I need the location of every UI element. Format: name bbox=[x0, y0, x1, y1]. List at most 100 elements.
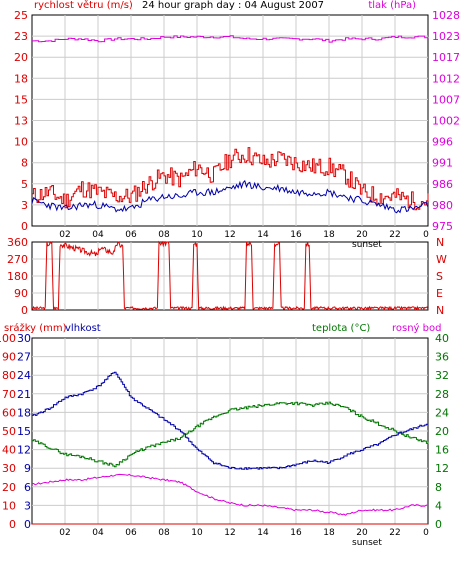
x-tick-label: 0 bbox=[423, 528, 429, 538]
y-tick-label-left: 60 bbox=[2, 406, 16, 419]
x-tick-label: 20 bbox=[356, 230, 368, 240]
y-tick-label-left: 13 bbox=[14, 115, 28, 128]
x-tick-label: 02 bbox=[59, 230, 70, 240]
y-tick-label-right: 1028 bbox=[432, 9, 460, 22]
y-tick-label-left: 15 bbox=[14, 93, 28, 106]
y-tick-label-right: 32 bbox=[435, 369, 449, 382]
y-tick-label-left: 100 bbox=[0, 332, 16, 345]
panel1-series bbox=[31, 35, 429, 214]
dewpoint-axis-label: rosný bod bbox=[392, 322, 441, 334]
y-tick-label-left: 15 bbox=[17, 425, 31, 438]
y-tick-label-left: 40 bbox=[2, 444, 16, 457]
humidity-series-line bbox=[32, 371, 429, 470]
y-tick-label-left: 50 bbox=[2, 425, 16, 438]
dewpoint-series-line bbox=[31, 473, 429, 516]
sunset-label: sunset bbox=[352, 240, 382, 250]
x-tick-label: 12 bbox=[224, 528, 235, 538]
wind-gust-series-line bbox=[32, 147, 429, 211]
y-tick-label-right: 12 bbox=[435, 462, 449, 475]
panel3-series bbox=[31, 371, 429, 525]
sunset-label: sunset bbox=[352, 538, 382, 548]
y-tick-label-left: 20 bbox=[14, 51, 28, 64]
y-tick-label-left: 25 bbox=[14, 9, 28, 22]
x-tick-label: 04 bbox=[92, 230, 104, 240]
x-tick-label: 08 bbox=[158, 528, 170, 538]
y-tick-label-left: 18 bbox=[17, 406, 31, 419]
y-tick-label-left: 12 bbox=[17, 444, 31, 457]
y-tick-label-right: 1017 bbox=[432, 51, 460, 64]
x-tick-label: 06 bbox=[125, 230, 137, 240]
y-tick-label-left: 90 bbox=[14, 287, 28, 300]
y-tick-label-right: 1023 bbox=[432, 30, 460, 43]
x-tick-label: 18 bbox=[323, 528, 335, 538]
y-tick-label-left: 27 bbox=[17, 351, 31, 364]
x-tick-label: 20 bbox=[356, 528, 368, 538]
wind-average-series-line bbox=[31, 179, 429, 214]
y-tick-label-left: 0 bbox=[21, 220, 28, 233]
y-tick-label-left: 90 bbox=[2, 351, 16, 364]
y-tick-label-right: 986 bbox=[432, 178, 453, 191]
x-tick-label: 22 bbox=[389, 230, 400, 240]
y-tick-label-left: 180 bbox=[7, 270, 28, 283]
y-tick-label-left: 0 bbox=[21, 304, 28, 317]
y-tick-label-left: 10 bbox=[14, 136, 28, 149]
y-tick-label-right: 996 bbox=[432, 136, 453, 149]
wind-axis-label: rychlost větru (m/s) bbox=[34, 0, 133, 11]
y-tick-label-right: W bbox=[436, 253, 447, 266]
x-tick-label: 16 bbox=[290, 528, 302, 538]
y-tick-label-right: 16 bbox=[435, 444, 449, 457]
y-tick-label-left: 8 bbox=[21, 157, 28, 170]
y-tick-label-right: 975 bbox=[432, 220, 453, 233]
y-tick-label-left: 5 bbox=[21, 178, 28, 191]
y-tick-label-left: 9 bbox=[24, 462, 31, 475]
y-tick-label-right: S bbox=[436, 270, 443, 283]
rain-axis-label: srážky (mm) bbox=[4, 322, 67, 334]
x-tick-label: 22 bbox=[389, 528, 400, 538]
y-tick-label-right: N bbox=[436, 236, 444, 249]
x-tick-label: 10 bbox=[191, 230, 203, 240]
x-tick-label: 10 bbox=[191, 528, 203, 538]
y-tick-label-right: 28 bbox=[435, 388, 449, 401]
y-tick-label-right: 36 bbox=[435, 351, 449, 364]
pressure-axis-label: tlak (hPa) bbox=[368, 0, 416, 11]
y-tick-label-right: 20 bbox=[435, 425, 449, 438]
x-tick-label: 08 bbox=[158, 230, 170, 240]
x-tick-label: 18 bbox=[323, 230, 335, 240]
y-tick-label-left: 270 bbox=[7, 253, 28, 266]
pressure-series-line bbox=[32, 35, 429, 43]
y-tick-label-left: 21 bbox=[17, 388, 31, 401]
y-tick-label-right: 40 bbox=[435, 332, 449, 345]
y-tick-label-left: 6 bbox=[24, 481, 31, 494]
x-tick-label: 14 bbox=[257, 528, 269, 538]
humidity-axis-label: vlhkost bbox=[65, 323, 101, 334]
x-tick-label: 06 bbox=[125, 528, 137, 538]
y-tick-label-right: N bbox=[436, 304, 444, 317]
y-tick-label-left: 0 bbox=[9, 518, 16, 531]
y-tick-label-left: 80 bbox=[2, 369, 16, 382]
y-tick-label-left: 30 bbox=[2, 462, 16, 475]
y-tick-label-right: 24 bbox=[435, 406, 449, 419]
y-tick-label-right: 980 bbox=[432, 199, 453, 212]
wind-direction-series-line bbox=[31, 240, 429, 311]
y-tick-label-right: 4 bbox=[435, 499, 442, 512]
x-tick-label: 14 bbox=[257, 230, 269, 240]
y-tick-label-left: 3 bbox=[24, 499, 31, 512]
y-tick-label-left: 24 bbox=[17, 369, 31, 382]
panel1-grid bbox=[32, 15, 428, 226]
y-tick-label-right: 1012 bbox=[432, 72, 460, 85]
panel2-series bbox=[31, 240, 429, 311]
x-tick-label: 0 bbox=[423, 230, 429, 240]
x-tick-label: 16 bbox=[290, 230, 302, 240]
panel2-grid bbox=[32, 242, 428, 310]
y-tick-label-left: 30 bbox=[17, 332, 31, 345]
y-tick-label-left: 23 bbox=[14, 30, 28, 43]
x-tick-label: 12 bbox=[224, 230, 235, 240]
panel2-ticks: 0 N 90 E 180 S 270 W 360 N bbox=[7, 236, 447, 317]
y-tick-label-left: 20 bbox=[2, 481, 16, 494]
y-tick-label-left: 3 bbox=[21, 199, 28, 212]
